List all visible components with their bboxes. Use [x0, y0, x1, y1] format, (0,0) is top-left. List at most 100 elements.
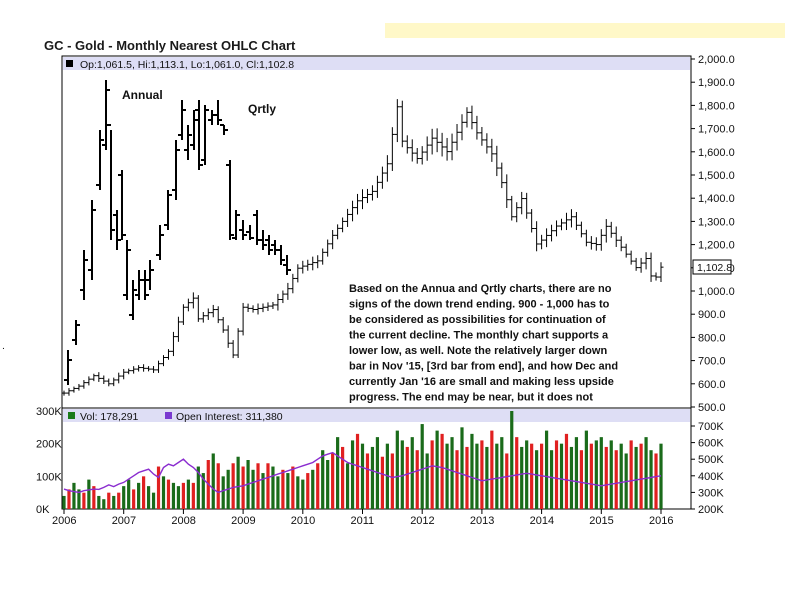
overlay-bar	[178, 100, 186, 140]
ohlc-bar	[230, 340, 236, 359]
ohlc-bar	[474, 115, 480, 140]
volume-right-tick-label: 500K	[698, 454, 724, 466]
ohlc-bar	[310, 256, 316, 271]
x-tick-label: 2007	[112, 515, 136, 527]
overlay-bar	[64, 350, 72, 385]
ohlc-bar	[146, 366, 152, 372]
ohlc-bar	[116, 372, 122, 384]
volume-bar	[430, 440, 434, 509]
volume-bar	[117, 492, 121, 509]
ohlc-bar	[563, 212, 569, 231]
price-axis: 500.0600.0700.0800.0900.01,000.01,100.01…	[690, 54, 735, 414]
ohlc-bar	[459, 114, 465, 141]
ohlc-bar	[628, 250, 634, 265]
ohlc-bar	[593, 237, 599, 251]
overlay-bar	[107, 124, 115, 240]
x-tick-label: 2009	[231, 515, 255, 527]
volume-right-tick-label: 200K	[698, 504, 724, 516]
ohlc-bar	[340, 217, 346, 233]
price-tick-label: 1,500.0	[698, 170, 735, 182]
overlay-bar	[156, 225, 164, 260]
ohlc-bar	[280, 290, 286, 304]
ohlc-bar	[514, 202, 520, 223]
ohlc-bar	[434, 128, 440, 153]
overlay-bar	[88, 200, 96, 280]
ohlc-bar	[165, 349, 171, 360]
volume-bar	[460, 427, 464, 509]
volume-bar	[221, 476, 225, 509]
volume-bar	[554, 440, 559, 509]
overlay-bar	[190, 110, 198, 150]
volume-bar	[142, 476, 146, 509]
ohlc-bar	[76, 383, 82, 391]
ohlc-bar	[86, 376, 92, 386]
volume-bar	[435, 430, 439, 509]
volume-bar	[321, 450, 325, 509]
ohlc-bar	[394, 99, 400, 143]
volume-bar	[211, 453, 215, 509]
note-line: progress. The end may be near, but it do…	[349, 392, 593, 404]
note-line: be considered as possibilities for conti…	[349, 314, 606, 326]
ohlc-bar	[499, 162, 505, 189]
ohlc-bar	[180, 304, 186, 325]
ohlc-bar	[519, 191, 525, 215]
ohlc-bar	[454, 123, 460, 151]
price-tick-label: 1,300.0	[698, 216, 735, 228]
volume-bar	[579, 450, 583, 509]
ohlc-bar	[608, 221, 614, 238]
ohlc-bar	[315, 255, 321, 269]
ohlc-bar	[404, 135, 410, 154]
volume-bar	[619, 443, 623, 509]
overlay-bar	[146, 260, 154, 290]
volume-bar	[629, 440, 633, 509]
ohlc-bar	[111, 377, 117, 387]
ohlc-bar	[494, 145, 500, 177]
volume-bar	[515, 437, 519, 509]
ohlc-bar	[330, 229, 336, 250]
ohlc-bar	[61, 390, 67, 396]
overlay-bar	[164, 190, 172, 230]
volume-bar	[360, 443, 365, 509]
ohlc-bar	[305, 259, 311, 271]
price-legend-box	[66, 60, 73, 67]
ohlc-bar	[374, 175, 380, 198]
ohlc-bar	[205, 308, 211, 320]
price-tick-label: 700.0	[698, 356, 726, 368]
volume-bar	[196, 466, 200, 509]
volume-bar	[490, 430, 494, 509]
volume-left-tick-label: 0K	[36, 504, 50, 516]
volume-bar	[281, 469, 285, 509]
ohlc-bar	[464, 107, 470, 128]
ohlc-bar	[225, 325, 231, 348]
ohlc-bar	[350, 200, 356, 222]
volume-bar	[266, 463, 270, 509]
ohlc-bar	[290, 273, 296, 294]
ohlc-bar	[195, 295, 201, 322]
price-tick-label: 600.0	[698, 379, 726, 391]
volume-bar	[122, 486, 126, 509]
volume-bar	[107, 492, 111, 509]
volume-bar	[609, 440, 613, 509]
volume-bar	[355, 433, 360, 509]
ohlc-bar	[578, 221, 584, 238]
volume-bar	[82, 492, 86, 509]
ohlc-bar	[568, 209, 574, 228]
quarterly-label: Qrtly	[248, 102, 276, 116]
ohlc-bar	[175, 316, 181, 342]
volume-bar	[291, 466, 295, 509]
volume-bar	[92, 486, 96, 509]
overlay-bar	[141, 270, 149, 300]
ohlc-bar	[648, 252, 654, 282]
x-tick-label: 2012	[410, 515, 434, 527]
volume-left-tick-label: 100K	[36, 471, 62, 483]
price-tick-label: 900.0	[698, 309, 726, 321]
overlay-bar	[239, 220, 247, 240]
price-ohlc-bars	[61, 99, 664, 396]
volume-bar	[525, 440, 529, 509]
note-line: lower low, as well. Note the relatively …	[349, 345, 607, 357]
ohlc-bar	[618, 236, 624, 252]
ohlc-bar	[539, 234, 545, 250]
price-tick-label: 800.0	[698, 332, 726, 344]
volume-bar	[97, 495, 101, 509]
ohlc-bar	[623, 243, 629, 258]
